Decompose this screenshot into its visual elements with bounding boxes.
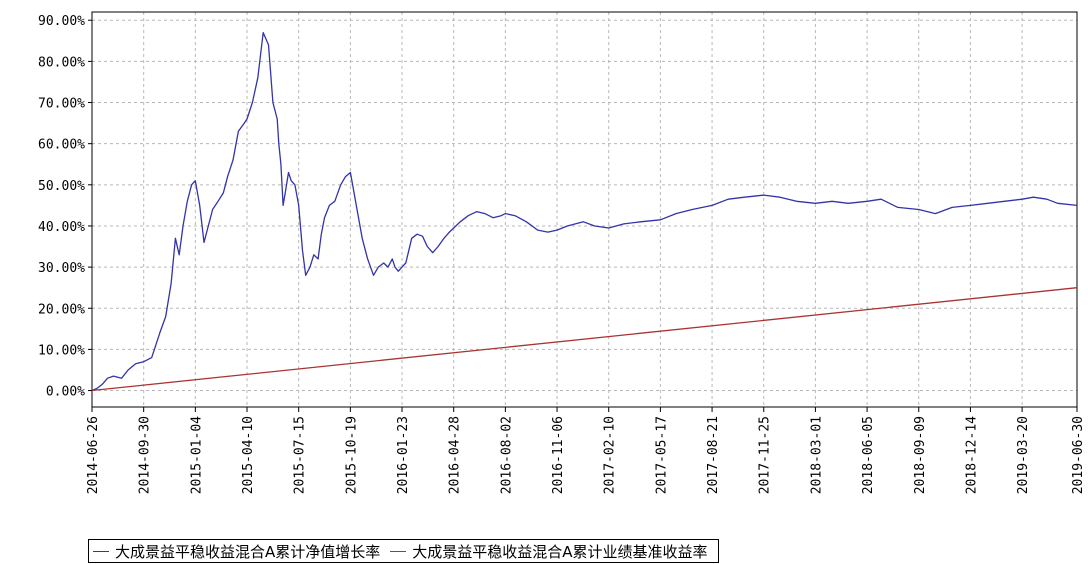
legend-label-benchmark: 大成景益平稳收益混合A累计业绩基准收益率: [412, 542, 708, 561]
y-tick-label: 50.00%: [38, 179, 85, 194]
legend-label-nav-growth: 大成景益平稳收益混合A累计净值增长率: [115, 542, 381, 561]
benchmark-line: [91, 287, 1078, 392]
x-tick-label: 2016-08-02: [499, 416, 514, 494]
x-tick-label: 2015-10-19: [344, 416, 359, 494]
plot-area-frame: [91, 11, 1078, 408]
x-tick-label: 2018-06-05: [861, 416, 876, 494]
x-tick-label: 2016-01-23: [396, 416, 411, 494]
line-chart: 90.00% 80.00% 70.00% 60.00% 50.00% 40.00% 30.0…: [38, 11, 1086, 494]
y-tick-label: 10.00%: [38, 343, 85, 358]
x-tick-label: 2018-09-09: [913, 416, 928, 494]
y-axis: 90.00% 80.00% 70.00% 60.00% 50.00% 40.00% 30.0…: [38, 14, 92, 400]
y-tick-label: 20.00%: [38, 302, 85, 317]
grid-lines: [91, 12, 1078, 407]
y-tick-label: 80.00%: [38, 55, 85, 70]
x-tick-label: 2019-03-20: [1016, 416, 1031, 494]
x-tick-label: 2015-04-10: [241, 416, 256, 494]
nav-growth-line: [91, 31, 1078, 392]
x-tick-label: 2016-11-06: [551, 416, 566, 494]
x-tick-label: 2015-07-15: [293, 416, 308, 494]
x-tick-label: 2019-06-30: [1071, 416, 1086, 494]
x-tick-label: 2014-06-26: [86, 416, 101, 494]
legend: 大成景益平稳收益混合A累计净值增长率 大成景益平稳收益混合A累计业绩基准收益率: [88, 539, 719, 563]
y-tick-label: 60.00%: [38, 138, 85, 153]
x-tick-label: 2015-01-04: [189, 416, 204, 494]
y-tick-label: 0.00%: [46, 385, 85, 400]
x-tick-label: 2017-02-10: [603, 416, 618, 494]
legend-swatch-benchmark: [390, 550, 407, 552]
x-tick-label: 2017-08-21: [706, 416, 721, 494]
legend-item-benchmark: 大成景益平稳收益混合A累计业绩基准收益率: [390, 541, 708, 562]
legend-item-nav-growth: 大成景益平稳收益混合A累计净值增长率: [93, 541, 380, 562]
x-tick-label: 2014-09-30: [138, 416, 153, 494]
x-axis: 2014-06-26 2014-09-30 2015-01-04 2015-04-10…: [86, 407, 1086, 494]
x-tick-label: 2017-05-17: [654, 416, 669, 494]
series-layer: [91, 31, 1078, 392]
legend-swatch-nav-growth: [93, 550, 109, 552]
x-tick-label: 2016-04-28: [448, 416, 463, 494]
x-tick-label: 2017-11-25: [758, 416, 773, 494]
x-tick-label: 2018-12-14: [964, 416, 979, 494]
y-tick-label: 40.00%: [38, 220, 85, 235]
y-tick-label: 90.00%: [38, 14, 85, 29]
x-tick-label: 2018-03-01: [809, 416, 824, 494]
y-tick-label: 30.00%: [38, 261, 85, 276]
y-tick-label: 70.00%: [38, 97, 85, 112]
